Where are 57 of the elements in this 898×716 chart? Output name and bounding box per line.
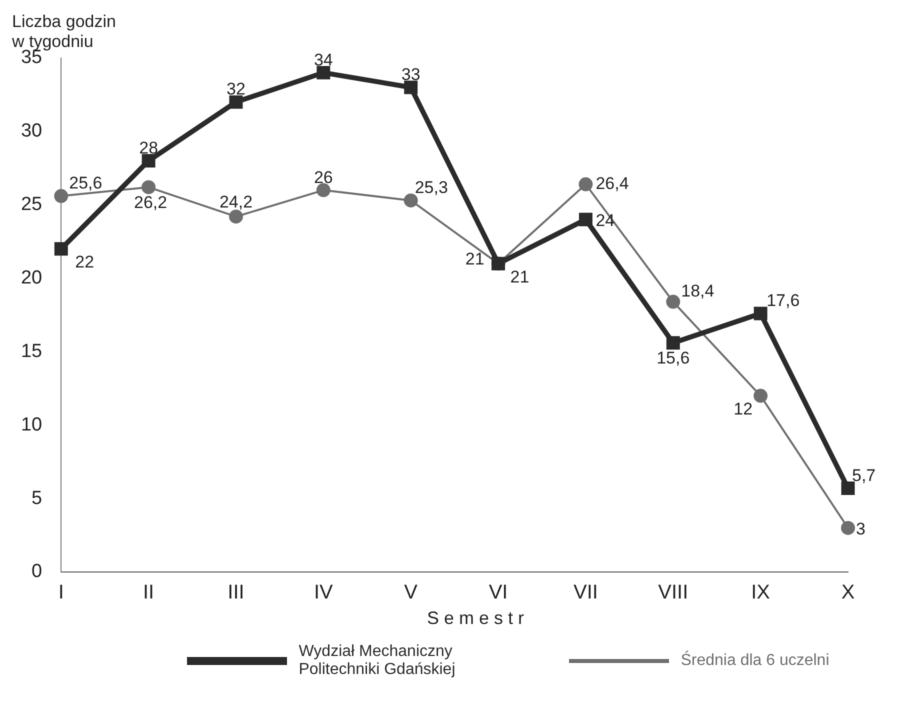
point xyxy=(54,242,68,256)
x-tick-label: I xyxy=(58,582,64,604)
y-tick-label: 10 xyxy=(20,414,42,436)
data-label: 25,3 xyxy=(414,178,448,198)
text: Średnia dla 6 uczelni xyxy=(680,652,830,670)
data-label: 26,4 xyxy=(596,174,629,193)
point xyxy=(841,520,855,535)
point xyxy=(229,95,243,109)
point xyxy=(754,388,768,403)
point xyxy=(142,180,156,194)
y-tick-label: 25 xyxy=(20,194,42,216)
x-axis-title: Semestr xyxy=(426,608,530,629)
y-tick-label: 30 xyxy=(20,120,42,142)
point xyxy=(578,212,592,226)
data-label: 15,6 xyxy=(656,348,690,368)
data-label: 21 xyxy=(465,249,484,268)
data-label: 33 xyxy=(401,65,420,84)
data-label: 12 xyxy=(734,399,753,418)
y-tick-label: 0 xyxy=(32,561,42,582)
y-tick-label: 15 xyxy=(20,340,42,362)
point xyxy=(404,80,418,94)
x-tick-label: VII xyxy=(573,582,598,604)
x-tick-label: X xyxy=(841,582,855,604)
data-label: 28 xyxy=(139,138,158,158)
x-tick-label: VIII xyxy=(658,582,688,604)
point xyxy=(316,183,330,198)
y-tick-label: 5 xyxy=(32,488,42,509)
point xyxy=(841,482,855,496)
point xyxy=(228,210,243,224)
data-label: 24,2 xyxy=(219,192,253,212)
y-tick-label: 20 xyxy=(20,268,42,289)
data-label: 32 xyxy=(226,80,246,99)
x-tick-label: IV xyxy=(314,582,334,604)
text: Wydział Mechaniczny Politechniki Gdańskiej xyxy=(298,643,456,679)
data-label: 34 xyxy=(314,50,333,70)
point xyxy=(54,189,68,204)
x-tick-label: III xyxy=(228,582,244,604)
data-label: 22 xyxy=(75,252,94,272)
data-label: 21 xyxy=(510,267,530,286)
x-tick-label: IX xyxy=(751,582,770,604)
point xyxy=(666,336,680,350)
data-label: 26,2 xyxy=(134,192,168,212)
data-label: 24 xyxy=(596,211,615,230)
data-label: 26 xyxy=(314,168,333,187)
point xyxy=(754,306,768,320)
data-label: 3 xyxy=(856,520,866,539)
x-tick-label: V xyxy=(404,582,418,604)
x-tick-label: II xyxy=(143,582,154,604)
data-label: 18,4 xyxy=(681,281,714,300)
data-label: 5,7 xyxy=(852,466,876,485)
data-label: 17,6 xyxy=(766,291,800,310)
point xyxy=(142,154,156,168)
data-label: 25,6 xyxy=(69,174,102,193)
point xyxy=(316,66,330,80)
point xyxy=(578,177,593,192)
x-tick-label: VI xyxy=(488,582,508,604)
point xyxy=(666,294,680,309)
